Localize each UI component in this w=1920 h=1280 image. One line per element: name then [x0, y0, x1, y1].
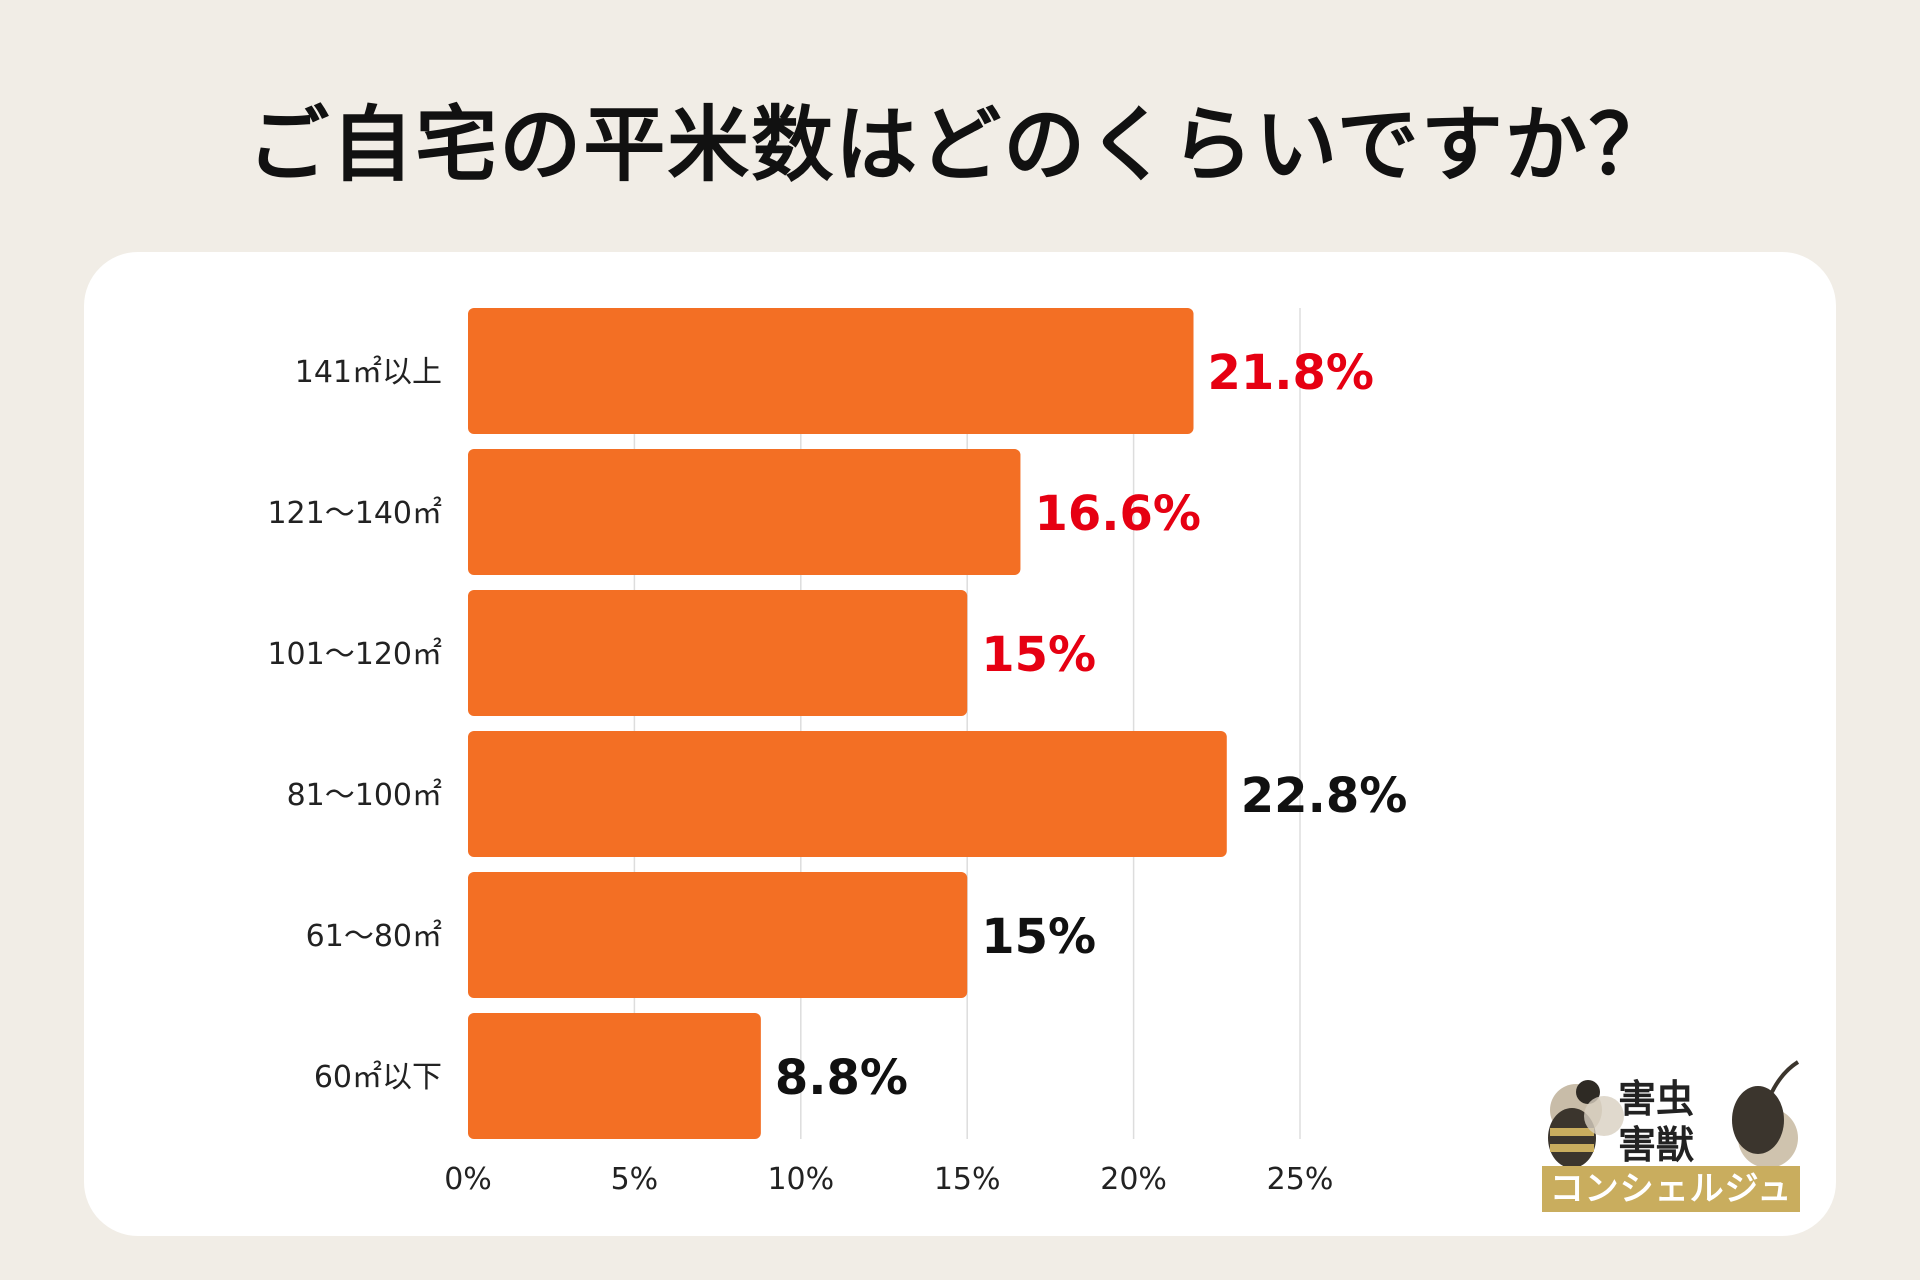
x-tick-label: 15% [934, 1162, 1001, 1197]
logo-graphic [1548, 1060, 1800, 1168]
bar [468, 590, 968, 716]
value-label: 22.8% [1241, 768, 1408, 824]
category-label: 60㎡以下 [314, 1060, 442, 1095]
value-label: 15% [981, 627, 1096, 683]
bar [468, 731, 1227, 857]
x-tick-label: 20% [1100, 1162, 1167, 1197]
x-tick-label: 0% [444, 1162, 492, 1197]
logo-line1: 害虫 [1618, 1077, 1695, 1121]
x-tick-label: 25% [1267, 1162, 1334, 1197]
value-label: 21.8% [1208, 345, 1375, 401]
bar [468, 872, 968, 998]
bee-icon [1548, 1080, 1624, 1168]
category-label: 101〜120㎡ [267, 637, 442, 672]
brand-logo: 害虫 害獣 コンシェルジュ [1536, 1052, 1816, 1216]
rat-icon [1732, 1060, 1800, 1168]
bar [468, 1013, 761, 1139]
category-label: 81〜100㎡ [287, 778, 442, 813]
value-label: 15% [981, 909, 1096, 965]
x-tick-label: 5% [611, 1162, 659, 1197]
bar [468, 449, 1021, 575]
logo-line2: 害獣 [1618, 1123, 1695, 1167]
bar [468, 308, 1194, 434]
value-label: 16.6% [1034, 486, 1201, 542]
category-label: 141㎡以上 [295, 355, 442, 390]
value-label: 8.8% [775, 1050, 908, 1106]
logo-band: コンシェルジュ [1542, 1166, 1800, 1212]
chart-title: ご自宅の平米数はどのくらいですか？ [247, 98, 1673, 193]
category-label: 61〜80㎡ [306, 919, 442, 954]
category-label: 121〜140㎡ [267, 496, 442, 531]
x-tick-label: 10% [767, 1162, 834, 1197]
